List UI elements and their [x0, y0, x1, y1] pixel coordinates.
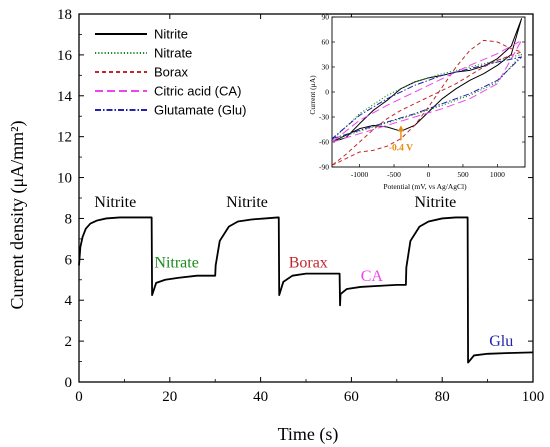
legend: Nitrite Nitrate Borax Citric acid (CA) Gluta…: [95, 27, 246, 118]
y-axis-label: Current density (μA/mm²): [7, 120, 28, 309]
y-tick-label: 18: [57, 7, 72, 23]
main-annotations: Nitrite Nitrate Nitrite Borax CA Nitrite Glu: [94, 194, 513, 350]
inset-arrow-head: [397, 125, 404, 132]
legend-label: Nitrite: [154, 27, 188, 42]
inset-x-axis-label: Potential (mV, vs Ag/AgCl): [383, 182, 467, 191]
annotation-label: Borax: [289, 255, 328, 272]
inset-series-line: [331, 56, 523, 140]
x-tick-label: 100: [522, 389, 545, 405]
y-tick-label: 12: [57, 130, 72, 146]
x-axis-label: Time (s): [278, 424, 339, 445]
annotation-label: Glu: [489, 333, 513, 350]
x-tick-label: 40: [253, 389, 268, 405]
y-tick-label: 14: [57, 89, 73, 105]
inset-series-line: [331, 54, 523, 141]
main-series: [78, 216, 534, 364]
legend-label: Borax: [154, 65, 188, 80]
inset-y-tick-label: -90: [319, 163, 329, 172]
inset-chart: -1000 -500 0 500 1000 -90 -60 -30 0 30 60 90 -0.4 V…: [308, 13, 526, 191]
inset-series-line: [331, 39, 523, 143]
inset-x-tick-label: -500: [387, 170, 401, 179]
y-tick-label: 10: [57, 171, 72, 187]
inset-y-tick-label: -30: [319, 113, 329, 122]
inset-x-tick-label: 0: [427, 170, 431, 179]
x-tick-label: 80: [435, 389, 450, 405]
legend-label: Glutamate (Glu): [154, 103, 246, 118]
inset-y-tick-label: 30: [322, 63, 330, 72]
y-tick-label: 6: [65, 252, 73, 268]
inset-x-tick-label: 1000: [490, 170, 505, 179]
inset-annotation-label: -0.4 V: [389, 143, 413, 153]
y-tick-label: 4: [65, 293, 73, 309]
inset-y-tick-label: 60: [322, 38, 330, 47]
inset-axes: -1000 -500 0 500 1000 -90 -60 -30 0 30 60 90: [319, 13, 526, 179]
annotation-label: Nitrite: [226, 194, 268, 211]
annotation-label: Nitrite: [415, 194, 457, 211]
inset-x-tick-label: 500: [457, 170, 469, 179]
inset-frame: [331, 16, 526, 168]
y-tick-label: 8: [65, 211, 73, 227]
inset-y-tick-label: -60: [319, 138, 329, 147]
inset-y-axis-label: Current (μA): [308, 75, 317, 115]
y-tick-label: 2: [65, 334, 73, 350]
legend-label: Nitrate: [154, 46, 192, 61]
inset-annotation: -0.4 V: [389, 125, 413, 153]
inset-series-line: [331, 18, 523, 143]
annotation-label: Nitrate: [154, 255, 198, 272]
y-tick-label: 16: [57, 48, 73, 64]
annotation-label: Nitrite: [94, 194, 136, 211]
series-line-nitrite: [78, 216, 534, 364]
x-tick-label: 60: [344, 389, 359, 405]
x-tick-label: 20: [162, 389, 177, 405]
legend-label: Citric acid (CA): [154, 84, 241, 99]
annotation-label: CA: [361, 268, 384, 285]
y-tick-label: 0: [65, 375, 73, 391]
inset-y-tick-label: 0: [325, 88, 329, 97]
inset-series: [331, 18, 523, 166]
x-tick-label: 0: [75, 389, 83, 405]
inset-x-tick-label: -1000: [351, 170, 369, 179]
inset-y-tick-label: 90: [322, 13, 330, 22]
